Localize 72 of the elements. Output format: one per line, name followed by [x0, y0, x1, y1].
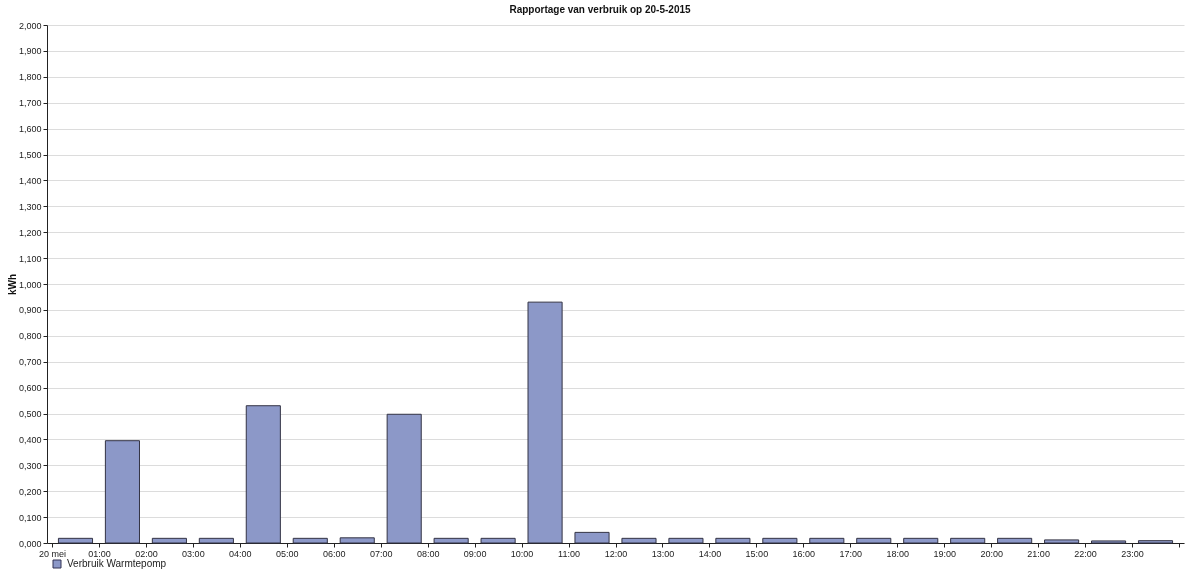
y-tick-label: 0,900	[18, 305, 42, 316]
bar	[339, 537, 375, 544]
x-tick-label: 01:00	[88, 548, 111, 559]
bar	[1044, 539, 1080, 544]
x-tick-label: 10:00	[510, 548, 534, 559]
bar	[574, 531, 610, 544]
x-tick-label: 06:00	[322, 548, 346, 559]
bar	[198, 537, 234, 544]
y-tick-label: 1,500	[18, 150, 42, 160]
bar	[57, 537, 94, 544]
x-tick-label: 15:00	[745, 548, 769, 559]
x-tick-label: 23:00	[1121, 548, 1144, 559]
bar	[997, 537, 1033, 544]
bar	[762, 537, 798, 544]
x-tick-label: 18:00	[886, 548, 910, 559]
bar	[527, 301, 563, 544]
bar	[433, 537, 469, 544]
bar	[715, 537, 751, 544]
x-tick-label: 07:00	[369, 548, 393, 559]
y-tick-label: 1,400	[18, 175, 42, 186]
y-tick-label: 1,000	[18, 279, 42, 290]
x-tick-label: 19:00	[933, 548, 956, 559]
y-tick-label: 1,300	[18, 201, 42, 212]
x-tick-label: 14:00	[698, 548, 722, 559]
y-tick-label: 1,600	[18, 124, 42, 135]
x-tick-label: 08:00	[416, 548, 440, 559]
y-tick-label: 0,600	[18, 383, 42, 394]
y-tick-label: 1,900	[18, 46, 42, 57]
x-tick-label: 11:00	[558, 548, 580, 559]
bar	[668, 537, 704, 544]
bar	[480, 537, 516, 544]
x-tick-label: 20 mei	[38, 548, 67, 559]
y-axis-title: kWh	[6, 273, 18, 296]
chart-title: Rapportage van verbruik op 20-5-2015	[509, 4, 692, 15]
x-tick-label: 13:00	[651, 548, 675, 559]
y-tick-label: 1,700	[18, 98, 42, 109]
bar	[1137, 540, 1174, 544]
y-tick-label: 0,000	[18, 538, 42, 549]
x-tick-label: 21:00	[1027, 548, 1050, 559]
bar	[903, 537, 939, 544]
x-tick-label: 04:00	[229, 548, 252, 559]
y-tick-label: 1,800	[18, 72, 42, 83]
x-tick-label: 22:00	[1074, 548, 1097, 559]
bar	[386, 413, 422, 544]
bar	[1091, 540, 1127, 544]
x-tick-label: 09:00	[463, 548, 487, 559]
y-tick-label: 0,200	[18, 486, 42, 497]
bar	[151, 537, 187, 544]
x-tick-label: 05:00	[276, 548, 299, 559]
y-tick-label: 0,700	[18, 357, 42, 368]
bar	[856, 537, 892, 544]
y-tick-label: 0,300	[18, 460, 42, 471]
y-tick-label: 0,800	[18, 331, 42, 342]
bar	[950, 537, 986, 544]
legend-label: Verbruik Warmtepomp	[67, 558, 167, 569]
x-tick-label: 03:00	[182, 548, 205, 559]
x-tick-label: 20:00	[980, 548, 1003, 559]
bar	[809, 537, 845, 544]
y-tick-label: 0,500	[18, 409, 42, 419]
y-tick-label: 2,000	[18, 20, 42, 31]
x-tick-label: 16:00	[792, 548, 816, 559]
x-tick-label: 17:00	[839, 548, 863, 559]
bar	[245, 405, 281, 544]
x-tick-label: 12:00	[604, 548, 628, 559]
y-tick-label: 0,400	[18, 434, 42, 445]
y-tick-label: 0,100	[18, 512, 42, 523]
x-tick-label: 02:00	[135, 548, 158, 559]
bar	[621, 537, 657, 544]
bar	[104, 440, 140, 544]
y-tick-label: 1,100	[18, 253, 42, 264]
bar	[292, 537, 328, 544]
y-tick-label: 1,200	[18, 227, 42, 238]
